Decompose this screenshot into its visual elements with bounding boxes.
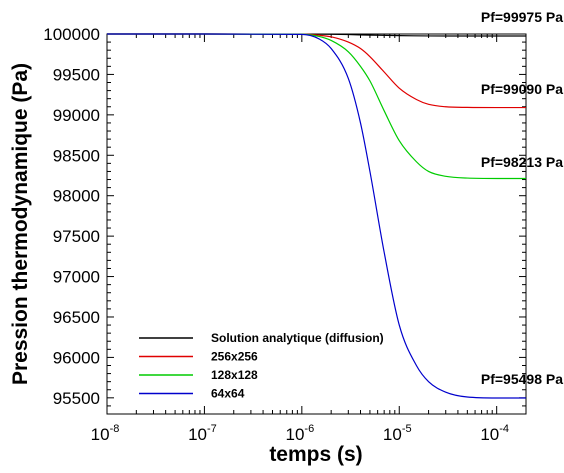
x-tick-base: 10	[480, 425, 499, 444]
legend-label: 128x128	[211, 368, 258, 382]
legend-label: 64x64	[211, 387, 245, 401]
legend: Solution analytique (diffusion) 256x256 12…	[139, 331, 384, 401]
x-tick-label: 10-5	[383, 423, 412, 444]
final-pressure-label: Pf=95498 Pa	[481, 371, 563, 387]
y-tick-label: 99500	[53, 65, 100, 84]
y-tick-label: 98500	[53, 146, 100, 165]
y-tick-label: 96000	[53, 348, 100, 367]
series-lines	[107, 33, 526, 399]
x-tick-label: 10-7	[188, 423, 217, 444]
final-pressure-label: Pf=99975 Pa	[481, 9, 563, 25]
y-tick-label: 98000	[53, 187, 100, 206]
y-tick-label: 97500	[53, 227, 100, 246]
x-axis-title: temps (s)	[269, 443, 362, 466]
final-pressure-label: Pf=99090 Pa	[481, 81, 563, 97]
y-tick-label: 95500	[53, 389, 100, 408]
x-tick-exponent: -6	[304, 423, 314, 435]
x-tick-label: 10-8	[91, 423, 120, 444]
x-tick-exponent: -8	[110, 423, 120, 435]
x-tick-base: 10	[285, 425, 304, 444]
y-tick-label: 100000	[43, 25, 100, 44]
y-tick-label: 99000	[53, 106, 100, 125]
x-tick-exponent: -4	[499, 423, 509, 435]
y-tick-label: 96500	[53, 308, 100, 327]
legend-label: 256x256	[211, 350, 258, 364]
series-line-1	[107, 33, 526, 109]
x-tick-base: 10	[91, 425, 110, 444]
series-line-3	[107, 33, 526, 399]
axis-ticks: 100000 99500 99000 98500 98000 97500 97000 9650…	[43, 25, 527, 444]
x-tick-base: 10	[188, 425, 207, 444]
x-tick-label: 10-4	[480, 423, 509, 444]
annotations: Pf=99975 Pa Pf=99090 Pa Pf=98213 Pa Pf=9549…	[481, 9, 563, 387]
x-tick-exponent: -5	[402, 423, 412, 435]
series-line-2	[107, 33, 526, 180]
final-pressure-label: Pf=98213 Pa	[481, 154, 563, 170]
y-axis-title: Pression thermodynamique (Pa)	[9, 63, 32, 385]
x-tick-base: 10	[383, 425, 402, 444]
x-tick-label: 10-6	[285, 423, 314, 444]
y-tick-label: 97000	[53, 268, 100, 287]
x-tick-exponent: -7	[207, 423, 217, 435]
legend-label: Solution analytique (diffusion)	[211, 331, 384, 345]
